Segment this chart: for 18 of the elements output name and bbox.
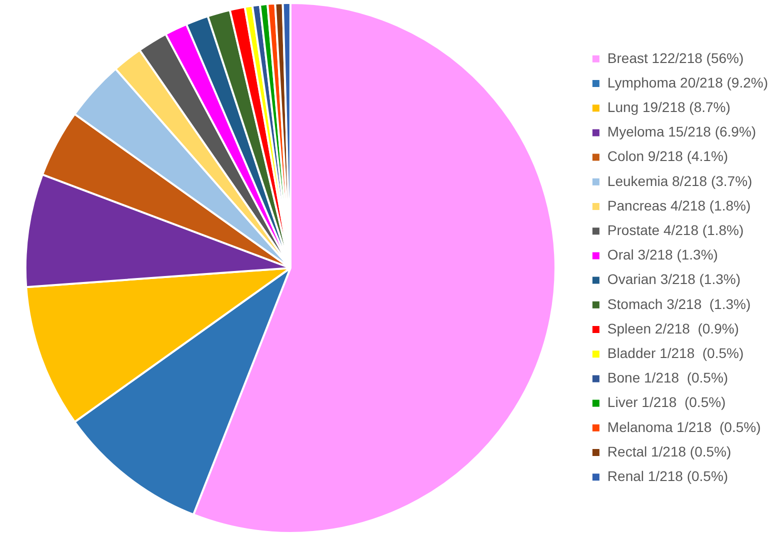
legend-label: Leukemia 8/218 (3.7%) (607, 172, 752, 189)
legend-label: Colon 9/218 (4.1%) (607, 148, 728, 164)
legend-label: Prostate 4/218 (1.8%) (607, 222, 744, 238)
legend-label: Oral 3/218 (1.3%) (607, 246, 718, 263)
legend-label: Renal 1/218 (0.5%) (607, 468, 728, 484)
legend-label: Lymphoma 20/218 (9.2%) (607, 74, 768, 90)
legend-label: Liver 1/218 (0.5%) (607, 394, 726, 410)
legend-label: Bone 1/218 (0.5%) (607, 370, 728, 386)
legend-label: Lung 19/218 (8.7%) (607, 98, 730, 115)
legend-label: Stomach 3/218 (1.3%) (607, 296, 751, 312)
legend-label: Bladder 1/218 (0.5%) (607, 344, 744, 361)
legend-label: Melanoma 1/218 (0.5%) (607, 418, 761, 435)
legend-label: Myeloma 15/218 (6.9%) (607, 124, 756, 140)
legend-label: Pancreas 4/218 (1.8%) (607, 197, 751, 214)
legend-label: Breast 122/218 (56%) (607, 50, 744, 66)
legend-label: Rectal 1/218 (0.5%) (607, 443, 732, 460)
legend-label: Ovarian 3/218 (1.3%) (607, 271, 741, 288)
legend-label: Spleen 2/218 (0.9%) (607, 320, 739, 336)
